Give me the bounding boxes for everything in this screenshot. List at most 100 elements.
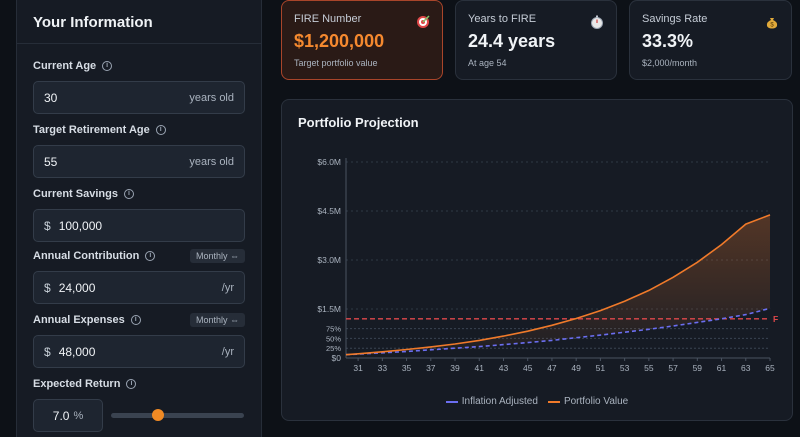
- x-tick-label: 59: [693, 363, 703, 373]
- legend-item[interactable]: Inflation Adjusted: [445, 396, 538, 407]
- legend-item[interactable]: Portfolio Value: [547, 396, 629, 407]
- card-subtitle: Target portfolio value: [294, 58, 378, 68]
- contribution-frequency-toggle[interactable]: Monthly ⇔: [189, 249, 245, 263]
- chart-title: Portfolio Projection: [298, 115, 419, 130]
- fire-line-label: F: [773, 314, 778, 324]
- input-panel: Your Information Current Age i 30 years …: [16, 0, 262, 437]
- years-to-fire-value: 24.4 years: [468, 31, 556, 51]
- per-year-suffix: /yr: [221, 345, 234, 358]
- current-age-field: Current Age i 30 years old: [33, 58, 245, 114]
- expected-return-slider[interactable]: [111, 409, 244, 421]
- x-tick-label: 31: [353, 363, 363, 373]
- x-tick-label: 43: [499, 363, 509, 373]
- x-tick-label: 41: [475, 363, 485, 373]
- current-age-label: Current Age: [33, 60, 97, 72]
- x-tick-label: 45: [523, 363, 533, 373]
- stopwatch-icon: [591, 15, 603, 29]
- milestone-label: 50%: [326, 334, 341, 343]
- fire-number-card: FIRE Number $1,200,000 Target portfolio …: [281, 0, 443, 80]
- savings-rate-value: 33.3%: [642, 31, 694, 51]
- x-tick-label: 35: [402, 363, 412, 373]
- info-icon[interactable]: i: [102, 61, 113, 71]
- chart-legend: Inflation Adjusted Portfolio Value: [282, 396, 792, 407]
- x-tick-label: 57: [668, 363, 678, 373]
- current-savings-input[interactable]: $ 100,000: [33, 209, 245, 242]
- retirement-age-suffix: years old: [189, 155, 234, 168]
- card-label: Savings Rate: [642, 13, 708, 25]
- y-tick-label: $6.0M: [317, 157, 341, 167]
- x-tick-label: 37: [426, 363, 436, 373]
- info-icon[interactable]: i: [155, 125, 166, 135]
- x-tick-label: 51: [596, 363, 606, 373]
- current-savings-value: 100,000: [58, 218, 103, 233]
- annual-contribution-value: 24,000: [58, 280, 96, 295]
- currency-prefix: $: [44, 344, 51, 359]
- portfolio-chart: $0 $1.5M $3.0M $4.5M $6.0M 25%50%75% 31 33 35 37 3…: [317, 157, 778, 373]
- x-tick-label: 33: [378, 363, 388, 373]
- x-tick-label: 55: [644, 363, 654, 373]
- y-tick-label: $4.5M: [317, 206, 341, 216]
- x-tick-label: 53: [620, 363, 630, 373]
- expected-return-field: Expected Return i 7.0 %: [33, 376, 245, 432]
- annual-contribution-input[interactable]: $ 24,000 /yr: [33, 271, 245, 304]
- info-icon[interactable]: i: [126, 379, 137, 389]
- retirement-age-field: Target Retirement Age i 55 years old: [33, 122, 245, 178]
- expected-return-input[interactable]: 7.0 %: [33, 399, 103, 432]
- retirement-age-label: Target Retirement Age: [33, 124, 150, 136]
- legend-label: Inflation Adjusted: [461, 396, 538, 407]
- legend-label: Portfolio Value: [563, 396, 629, 407]
- x-tick-label: 65: [765, 363, 775, 373]
- annual-expenses-input[interactable]: $ 48,000 /yr: [33, 335, 245, 368]
- retirement-age-input[interactable]: 55 years old: [33, 145, 245, 178]
- annual-expenses-value: 48,000: [58, 344, 96, 359]
- x-tick-label: 47: [547, 363, 557, 373]
- money-bag-icon: $: [766, 18, 778, 29]
- expected-return-value: 7.0: [52, 408, 70, 423]
- info-icon[interactable]: i: [123, 189, 134, 199]
- currency-prefix: $: [44, 280, 51, 295]
- milestone-label: 75%: [326, 325, 341, 334]
- current-age-value: 30: [44, 90, 58, 105]
- expected-return-label: Expected Return: [33, 378, 121, 390]
- current-age-suffix: years old: [189, 91, 234, 104]
- info-icon[interactable]: i: [145, 251, 156, 261]
- fire-number-value: $1,200,000: [294, 31, 385, 51]
- current-age-input[interactable]: 30 years old: [33, 81, 245, 114]
- legend-swatch: [547, 400, 560, 403]
- milestone-label: 25%: [326, 344, 341, 353]
- y-tick-label: $3.0M: [317, 255, 341, 265]
- card-subtitle: $2,000/month: [642, 58, 698, 68]
- years-to-fire-card: Years to FIRE 24.4 years At age 54: [455, 0, 617, 80]
- annual-expenses-field: Annual Expenses i Monthly ⇔ $ 48,000 /yr: [33, 312, 245, 368]
- card-label: Years to FIRE: [468, 13, 537, 25]
- x-tick-label: 49: [571, 363, 581, 373]
- annual-contribution-field: Annual Contribution i Monthly ⇔ $ 24,000…: [33, 248, 245, 304]
- expenses-frequency-toggle[interactable]: Monthly ⇔: [189, 313, 245, 327]
- card-subtitle: At age 54: [468, 58, 507, 68]
- x-tick-label: 63: [741, 363, 751, 373]
- currency-prefix: $: [44, 218, 51, 233]
- legend-swatch: [445, 400, 458, 403]
- x-tick-label: 39: [450, 363, 460, 373]
- inflation-adjusted-line: [345, 307, 771, 356]
- x-tick-label: 61: [717, 363, 727, 373]
- target-icon: [417, 15, 430, 28]
- card-label: FIRE Number: [294, 13, 362, 25]
- current-savings-label: Current Savings: [33, 188, 118, 200]
- portfolio-area: [346, 214, 770, 355]
- panel-title: Your Information: [17, 0, 261, 44]
- percent-unit: %: [73, 409, 84, 422]
- current-savings-field: Current Savings i $ 100,000: [33, 186, 245, 242]
- info-icon[interactable]: i: [130, 315, 141, 325]
- portfolio-chart-panel: Portfolio Projection $0 $1.5M $3.0M $4.5M $6…: [281, 99, 793, 421]
- annual-expenses-label: Annual Expenses: [33, 314, 125, 326]
- y-tick-label: $1.5M: [317, 304, 341, 314]
- annual-contribution-label: Annual Contribution: [33, 250, 140, 262]
- per-year-suffix: /yr: [221, 281, 234, 294]
- svg-text:$: $: [770, 23, 774, 29]
- slider-thumb[interactable]: [151, 409, 164, 421]
- portfolio-value-line: [345, 214, 771, 356]
- y-tick-label: $0: [332, 353, 342, 363]
- savings-rate-card: Savings Rate 33.3% $2,000/month $: [629, 0, 792, 80]
- retirement-age-value: 55: [44, 154, 58, 169]
